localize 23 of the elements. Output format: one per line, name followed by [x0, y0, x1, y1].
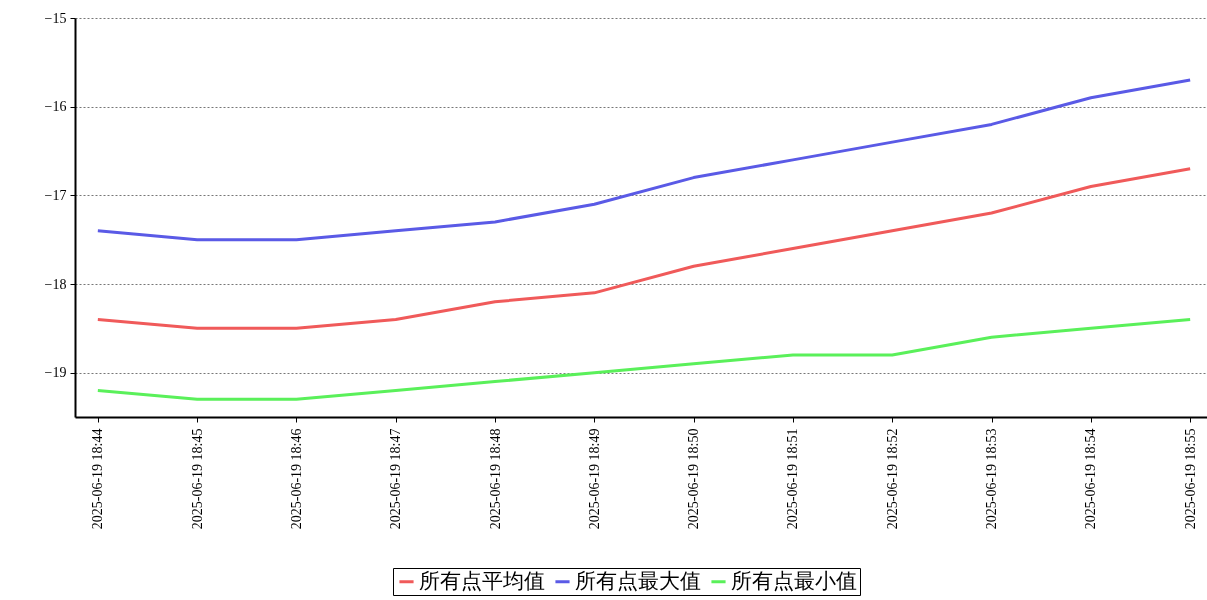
- x-tick-label: 2025-06-19 18:51: [785, 428, 801, 530]
- x-tick-label: 2025-06-19 18:50: [686, 428, 702, 530]
- legend-label: 所有点最小值: [731, 568, 857, 593]
- x-tick-label: 2025-06-19 18:54: [1083, 428, 1099, 530]
- x-tick-label: 2025-06-19 18:45: [189, 428, 205, 530]
- line-series: [96, 317, 1192, 401]
- y-tick-label: −17: [44, 187, 67, 203]
- x-tick-label: 2025-06-19 18:49: [586, 428, 602, 530]
- x-tick-label: 2025-06-19 18:53: [984, 428, 1000, 530]
- y-tick-label: −15: [44, 10, 67, 26]
- y-tick-label: −16: [44, 99, 67, 115]
- x-tick-label: 2025-06-19 18:47: [388, 428, 404, 530]
- y-tick-label: −18: [44, 276, 67, 292]
- x-tick-label: 2025-06-19 18:48: [487, 428, 503, 530]
- y-tick-label: −19: [44, 365, 67, 381]
- x-tick-label: 2025-06-19 18:52: [884, 428, 900, 530]
- x-tick-label: 2025-06-19 18:44: [90, 428, 106, 530]
- x-tick-label: 2025-06-19 18:46: [288, 428, 304, 530]
- legend-label: 所有点平均值: [419, 568, 545, 593]
- legend-label: 所有点最大值: [575, 568, 701, 593]
- x-tick-label: 2025-06-19 18:55: [1182, 428, 1198, 530]
- line-series: [96, 167, 1192, 330]
- line-series: [96, 78, 1192, 242]
